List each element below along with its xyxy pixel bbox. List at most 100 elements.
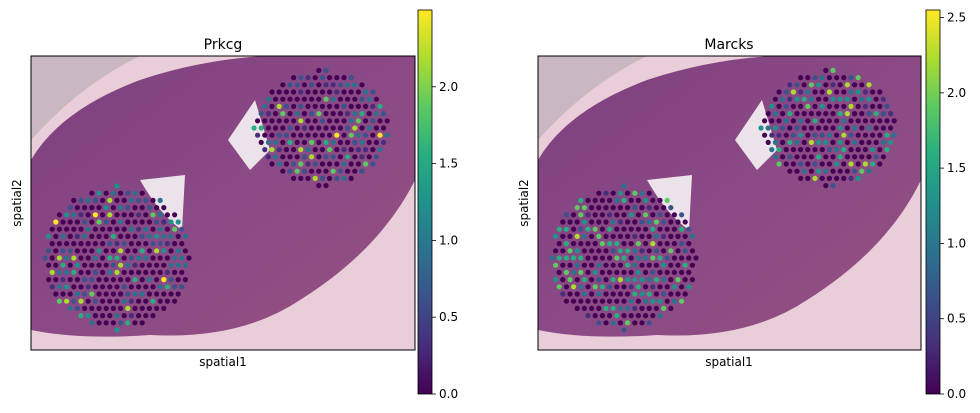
spot: [787, 96, 793, 102]
spot: [571, 255, 577, 261]
spot: [157, 212, 163, 218]
spot: [632, 248, 638, 254]
spot: [276, 132, 282, 138]
spot: [341, 75, 347, 81]
spot: [862, 161, 869, 167]
spot: [675, 291, 681, 297]
colorbar-tick-label: 1.5: [439, 157, 458, 171]
spot: [71, 197, 77, 203]
spot: [862, 132, 869, 138]
spot: [262, 103, 268, 109]
spot: [258, 111, 264, 117]
spot: [100, 197, 106, 203]
spot: [632, 205, 638, 211]
spot: [621, 313, 627, 319]
spot: [168, 219, 174, 225]
spot: [327, 147, 333, 153]
spot: [56, 226, 63, 232]
spot: [294, 111, 300, 117]
spot: [607, 197, 613, 203]
spot: [780, 111, 786, 117]
spot: [182, 277, 188, 283]
chart-title: Prkcg: [204, 37, 243, 53]
spot: [794, 168, 800, 174]
spot: [96, 205, 102, 211]
plot-frame: [30, 55, 416, 351]
spot: [675, 248, 681, 254]
spot: [621, 255, 627, 261]
spot: [265, 125, 271, 131]
spot: [859, 82, 865, 88]
spot: [639, 248, 645, 254]
spot: [359, 154, 365, 160]
spot: [370, 118, 376, 124]
spot: [182, 233, 188, 239]
spot: [103, 277, 109, 283]
spot: [85, 298, 91, 304]
spot: [661, 277, 667, 283]
spot: [603, 190, 609, 196]
spot: [617, 219, 624, 225]
spot: [790, 132, 797, 138]
spot: [877, 161, 883, 167]
spot: [880, 125, 887, 131]
spot: [866, 96, 872, 102]
spot: [56, 241, 63, 247]
spot: [556, 284, 562, 290]
spot: [276, 103, 282, 109]
spot: [650, 241, 656, 247]
spot: [574, 233, 580, 239]
spot: [373, 154, 379, 160]
spot: [128, 313, 134, 319]
spot: [64, 269, 70, 275]
spot: [560, 277, 566, 283]
spot: [348, 103, 354, 109]
spot: [823, 96, 829, 102]
spot: [82, 291, 88, 297]
spot: [563, 255, 570, 261]
spot: [46, 277, 52, 283]
spot: [790, 161, 797, 167]
spot: [269, 103, 275, 109]
spot: [92, 269, 98, 275]
spot: [790, 118, 797, 124]
spot: [330, 139, 336, 145]
spot: [355, 103, 361, 109]
spot: [168, 248, 174, 254]
spot: [157, 197, 163, 203]
spot: [89, 320, 95, 326]
spot: [49, 269, 55, 275]
spot: [114, 241, 120, 247]
spot: [841, 175, 847, 181]
spot: [650, 269, 656, 275]
spot: [67, 305, 73, 311]
spot: [341, 118, 347, 124]
x-axis-label: spatial1: [199, 355, 247, 369]
spot: [96, 233, 102, 239]
spot: [316, 168, 322, 174]
spots: [42, 67, 390, 333]
spot: [301, 111, 307, 117]
spot: [650, 298, 656, 304]
spot: [686, 226, 692, 232]
tissue-edge: [31, 56, 140, 140]
spot: [866, 82, 872, 88]
spot: [834, 175, 840, 181]
spot: [136, 241, 142, 247]
spot: [848, 132, 854, 138]
spot: [581, 205, 588, 211]
spot: [837, 96, 843, 102]
panel-prkcg: Prkcg spatial1 spatial2 0.0 0.5 1.0 1.5 2.0: [10, 9, 458, 401]
spot: [679, 241, 685, 247]
spot: [53, 219, 59, 225]
spot: [283, 118, 289, 124]
spot: [625, 190, 631, 196]
spot: [891, 132, 897, 138]
spot: [657, 212, 663, 218]
spot: [664, 284, 670, 290]
spot: [164, 284, 170, 290]
spot: [323, 111, 329, 117]
spot: [646, 305, 652, 311]
spot: [563, 298, 570, 304]
spot: [291, 89, 297, 95]
